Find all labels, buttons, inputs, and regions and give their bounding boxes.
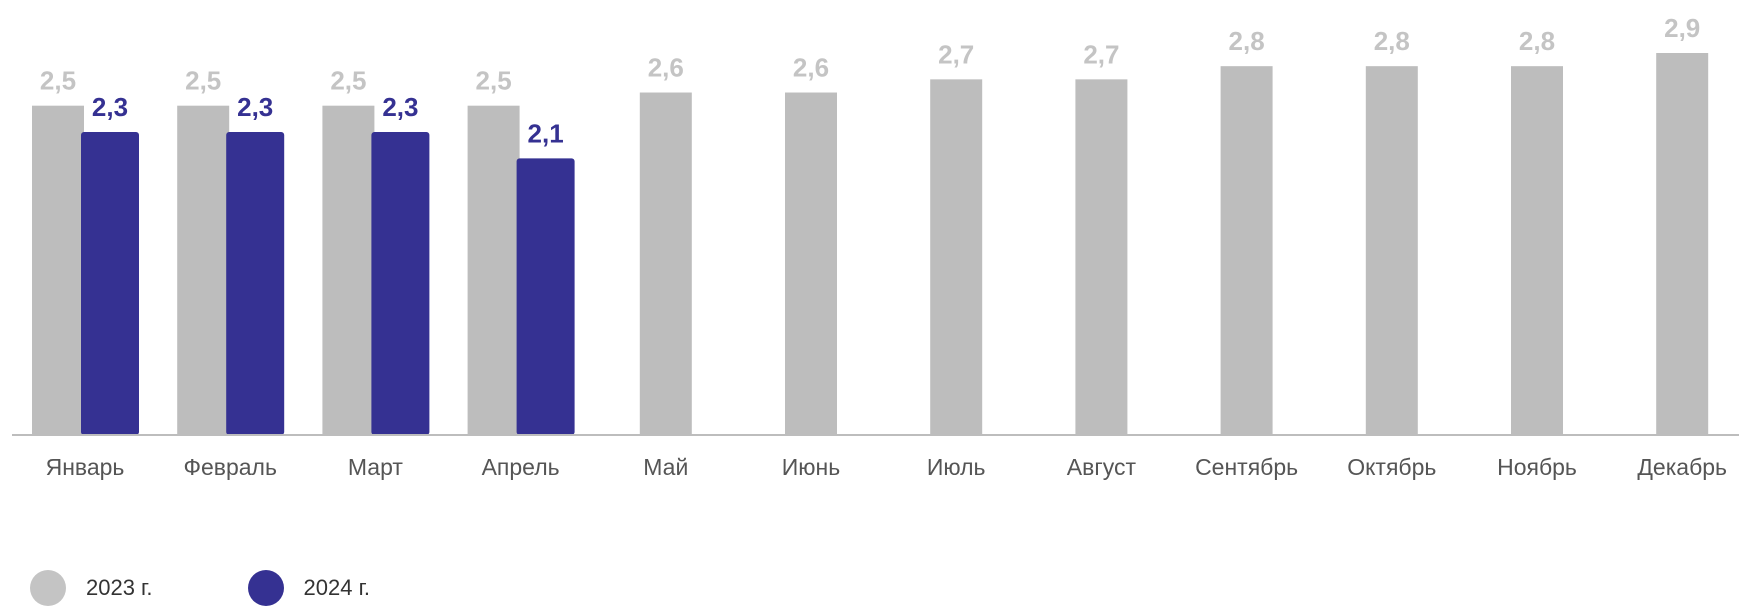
x-tick-label-8: Август [1067,454,1137,480]
legend: 2023 г. 2024 г. [30,570,465,606]
x-tick-label-9: Сентябрь [1195,454,1298,480]
value-label-2024-4: 2,1 [528,118,564,148]
bar-2023-3 [322,105,375,436]
value-label-2023-11: 2,8 [1519,26,1555,56]
legend-label-2024: 2024 г. [303,575,371,600]
x-tick-label-1: Январь [46,454,125,480]
x-tick-label-10: Октябрь [1347,454,1436,480]
value-label-2023-3: 2,5 [330,66,366,96]
x-tick-label-12: Декабрь [1637,454,1727,480]
x-tick-label-5: Май [643,454,688,480]
bar-2023-2 [177,105,230,436]
value-label-2023-4: 2,5 [476,66,512,96]
value-label-2024-1: 2,3 [92,92,128,122]
legend-marker-2023 [30,570,66,606]
bar-2023-12 [1656,53,1709,435]
value-label-2024-2: 2,3 [237,92,273,122]
chart: 2,5 2,3 Январь 2,5 2,3 Февраль 2,5 2,3 Март 2,5 2,… [12,13,1739,480]
bar-2023-7 [930,79,983,436]
bar-2023-5 [639,92,692,435]
bar-2023-9 [1220,66,1273,435]
bar-2023-11 [1511,66,1563,435]
legend-item-2024: 2024 г. [247,570,371,606]
bar-2024-1 [81,132,139,435]
bar-2023-10 [1365,66,1418,435]
value-label-2023-6: 2,6 [793,53,829,83]
value-label-2023-1: 2,5 [40,66,76,96]
legend-marker-2024 [247,570,284,606]
legend-label-2023: 2023 г. [86,575,153,600]
x-tick-label-2: Февраль [183,454,276,480]
value-label-2023-8: 2,7 [1083,39,1119,69]
x-tick-label-4: Апрель [482,454,560,480]
value-label-2023-10: 2,8 [1374,26,1410,56]
value-label-2023-12: 2,9 [1664,13,1700,43]
bar-2023-4 [467,105,520,436]
x-tick-label-6: Июнь [782,454,840,480]
x-tick-label-11: Ноябрь [1497,454,1577,480]
bar-2024-4 [516,158,575,435]
value-label-2023-5: 2,6 [648,53,684,83]
value-label-2024-3: 2,3 [382,92,418,122]
x-tick-label-3: Март [348,454,403,480]
bar-2024-3 [371,132,430,435]
bar-2023-1 [32,105,84,436]
value-label-2023-2: 2,5 [185,66,221,96]
x-tick-label-7: Июль [927,454,986,480]
value-label-2023-7: 2,7 [938,39,974,69]
bar-2023-8 [1075,79,1128,436]
bar-2023-6 [785,92,837,435]
legend-item-2023: 2023 г. [30,570,153,606]
value-label-2023-9: 2,8 [1229,26,1265,56]
bar-2024-2 [226,132,285,435]
